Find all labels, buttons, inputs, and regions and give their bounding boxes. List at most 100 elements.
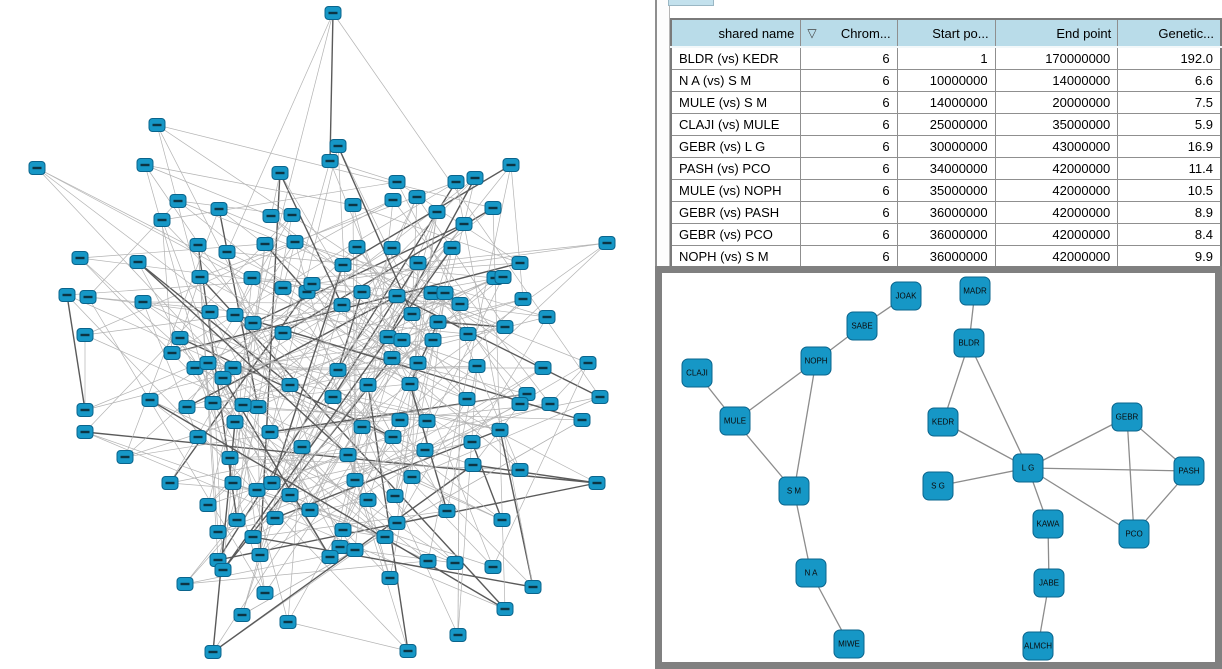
node-bldr[interactable]: BLDR — [953, 328, 985, 358]
network-node[interactable] — [348, 240, 366, 254]
network-node[interactable] — [76, 425, 94, 439]
node-noph[interactable]: NOPH — [800, 346, 832, 376]
table-cell[interactable]: 34000000 — [896, 157, 996, 180]
network-node[interactable] — [324, 6, 342, 20]
network-node[interactable] — [286, 235, 304, 249]
node-n-a[interactable]: N A — [795, 558, 827, 588]
network-node[interactable] — [244, 316, 262, 330]
network-node[interactable] — [261, 425, 279, 439]
network-node[interactable] — [464, 458, 482, 472]
network-node[interactable] — [388, 289, 406, 303]
network-node[interactable] — [161, 476, 179, 490]
network-node[interactable] — [386, 489, 404, 503]
network-node[interactable] — [244, 530, 262, 544]
table-cell[interactable]: 30000000 — [896, 135, 996, 158]
network-node[interactable] — [449, 628, 467, 642]
table-cell[interactable]: 8.9 — [1117, 201, 1222, 224]
network-node[interactable] — [199, 356, 217, 370]
table-row[interactable]: MULE (vs) S M 6 14000000 20000000 7.5 — [670, 91, 1222, 114]
network-node[interactable] — [381, 571, 399, 585]
table-row[interactable]: CLAJI (vs) MULE 6 25000000 35000000 5.9 — [670, 113, 1222, 136]
table-cell[interactable]: 6 — [800, 91, 898, 114]
network-node[interactable] — [524, 580, 542, 594]
table-row[interactable]: GEBR (vs) L G 6 30000000 43000000 16.9 — [670, 135, 1222, 158]
panel-splitter[interactable] — [655, 0, 670, 266]
node-joak[interactable]: JOAK — [890, 281, 922, 311]
network-node[interactable] — [428, 205, 446, 219]
network-node[interactable] — [538, 310, 556, 324]
network-node[interactable] — [573, 413, 591, 427]
network-node[interactable] — [388, 516, 406, 530]
network-node[interactable] — [178, 400, 196, 414]
network-node[interactable] — [141, 393, 159, 407]
table-row[interactable]: BLDR (vs) KEDR 6 1 170000000 192.0 — [670, 46, 1222, 70]
network-node[interactable] — [233, 608, 251, 622]
table-cell[interactable]: 10.5 — [1117, 179, 1222, 202]
table-cell[interactable]: 42000000 — [994, 245, 1119, 269]
table-cell[interactable]: 6 — [800, 69, 898, 92]
network-node[interactable] — [384, 430, 402, 444]
network-node[interactable] — [263, 476, 281, 490]
table-cell[interactable]: NOPH (vs) S M — [670, 245, 802, 269]
network-node[interactable] — [201, 305, 219, 319]
network-node[interactable] — [169, 194, 187, 208]
network-node[interactable] — [274, 281, 292, 295]
network-node[interactable] — [301, 503, 319, 517]
node-kawa[interactable]: KAWA — [1032, 509, 1064, 539]
network-node[interactable] — [401, 377, 419, 391]
network-node[interactable] — [491, 423, 509, 437]
network-node[interactable] — [388, 175, 406, 189]
network-node[interactable] — [176, 577, 194, 591]
table-cell[interactable]: 7.5 — [1117, 91, 1222, 114]
network-node[interactable] — [496, 602, 514, 616]
node-almch[interactable]: ALMCH — [1022, 631, 1054, 661]
network-node[interactable] — [262, 209, 280, 223]
network-node[interactable] — [459, 327, 477, 341]
node-l-g[interactable]: L G — [1012, 453, 1044, 483]
table-cell[interactable]: 43000000 — [994, 135, 1119, 158]
network-node[interactable] — [446, 556, 464, 570]
network-node[interactable] — [116, 450, 134, 464]
network-node[interactable] — [256, 237, 274, 251]
table-row[interactable]: NOPH (vs) S M 6 36000000 42000000 9.9 — [670, 245, 1222, 269]
table-cell[interactable]: MULE (vs) NOPH — [670, 179, 802, 202]
network-node[interactable] — [199, 498, 217, 512]
column-header-end-point[interactable]: End point — [994, 18, 1119, 48]
network-node[interactable] — [79, 290, 97, 304]
table-cell[interactable]: 25000000 — [896, 113, 996, 136]
table-cell[interactable]: MULE (vs) S M — [670, 91, 802, 114]
network-node[interactable] — [359, 378, 377, 392]
network-node[interactable] — [493, 513, 511, 527]
table-cell[interactable]: 11.4 — [1117, 157, 1222, 180]
network-node[interactable] — [248, 483, 266, 497]
network-node[interactable] — [281, 378, 299, 392]
table-row[interactable]: N A (vs) S M 6 10000000 14000000 6.6 — [670, 69, 1222, 92]
network-node[interactable] — [136, 158, 154, 172]
table-cell[interactable]: 36000000 — [896, 245, 996, 269]
column-header-shared-name[interactable]: shared name — [670, 18, 802, 48]
network-node[interactable] — [71, 251, 89, 265]
table-cell[interactable]: 42000000 — [994, 157, 1119, 180]
node-madr[interactable]: MADR — [959, 276, 991, 306]
network-node[interactable] — [418, 414, 436, 428]
network-node[interactable] — [148, 118, 166, 132]
network-node[interactable] — [224, 476, 242, 490]
table-cell[interactable]: 192.0 — [1117, 46, 1222, 70]
network-node[interactable] — [598, 236, 616, 250]
network-node[interactable] — [443, 241, 461, 255]
network-node[interactable] — [494, 270, 512, 284]
table-cell[interactable]: 6 — [800, 223, 898, 246]
network-node[interactable] — [243, 271, 261, 285]
table-cell[interactable]: 6.6 — [1117, 69, 1222, 92]
network-node[interactable] — [163, 346, 181, 360]
table-cell[interactable]: 10000000 — [896, 69, 996, 92]
network-node[interactable] — [329, 363, 347, 377]
network-node[interactable] — [324, 390, 342, 404]
network-node[interactable] — [346, 473, 364, 487]
table-cell[interactable]: 42000000 — [994, 201, 1119, 224]
network-node[interactable] — [293, 440, 311, 454]
network-node[interactable] — [468, 359, 486, 373]
network-node[interactable] — [266, 511, 284, 525]
network-node[interactable] — [218, 245, 236, 259]
column-header-chromosome[interactable]: ▽ Chrom... — [800, 18, 898, 48]
